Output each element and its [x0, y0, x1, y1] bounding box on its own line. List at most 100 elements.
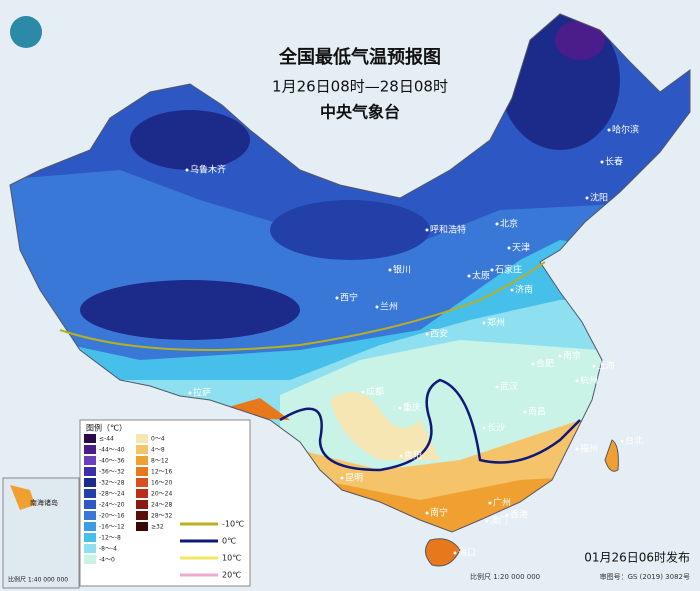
taiwan [604, 439, 619, 472]
city-label: 合肥 [536, 358, 554, 370]
legend-swatch [84, 500, 96, 509]
legend-swatch [84, 511, 96, 520]
city-dot [399, 454, 403, 458]
legend-label: 28～32 [151, 513, 172, 520]
city-dot [485, 519, 489, 523]
city-label: 太原 [472, 270, 490, 282]
city-label: 北京 [500, 218, 518, 230]
city-dot [620, 439, 624, 443]
city-dot [600, 160, 604, 164]
legend-swatch [84, 544, 96, 553]
city-dot [510, 288, 514, 292]
city-dot [505, 513, 509, 517]
legend-label: -28～-24 [99, 491, 125, 498]
legend-swatch [136, 434, 148, 443]
city-label: 西安 [430, 328, 448, 340]
legend-isoline-label: 10℃ [222, 554, 241, 563]
legend-label: ≥32 [151, 524, 164, 531]
city-dot [453, 551, 457, 555]
legend-label: 0～4 [151, 436, 165, 443]
title: 全国最低气温预报图 [278, 46, 441, 68]
city-label: 武汉 [500, 381, 518, 393]
legend-swatch [136, 511, 148, 520]
city-label: 南京 [563, 350, 581, 362]
city-label: 重庆 [403, 402, 421, 414]
city-label: 福州 [580, 443, 598, 455]
legend-swatch [84, 445, 96, 454]
city-dot [495, 385, 499, 389]
inset-scale: 比例尺 1:40 000 000 [8, 576, 68, 584]
legend-swatch [136, 489, 148, 498]
city-dot [575, 379, 579, 383]
city-label: 呼和浩特 [430, 224, 466, 236]
city-dot [340, 476, 344, 480]
city-dot [488, 501, 492, 505]
legend-isoline-label: 0℃ [222, 537, 236, 546]
city-dot [607, 128, 611, 132]
city-dot [388, 268, 392, 272]
city-dot [188, 391, 192, 395]
city-label: 杭州 [580, 375, 598, 387]
city-dot [592, 364, 596, 368]
legend-label: 24～28 [151, 502, 172, 509]
agency: 中央气象台 [320, 103, 400, 122]
inset-land [10, 485, 35, 510]
legend-swatch [84, 522, 96, 531]
legend-swatch [136, 456, 148, 465]
city-label: 郑州 [487, 317, 505, 329]
city-dot [482, 321, 486, 325]
legend-label: -12～-8 [99, 535, 121, 542]
city-dot [361, 390, 365, 394]
city-dot [425, 228, 429, 232]
legend-label: -36～-32 [99, 469, 125, 476]
city-label: 天津 [512, 243, 530, 254]
city-label: 兰州 [380, 301, 398, 313]
legend-swatch [136, 467, 148, 476]
city-label: 长沙 [487, 422, 505, 434]
legend: ≤-44 -44～-40 -40～-36 -36～-32 -32～-28 -28～-24 -… [84, 434, 244, 580]
city-label: 台北 [625, 435, 643, 447]
city-label: 成都 [366, 386, 384, 398]
city-label: 拉萨 [193, 387, 211, 399]
city-dot [482, 426, 486, 430]
legend-label: -44～-40 [99, 447, 125, 454]
city-dot [523, 410, 527, 414]
city-label: 香港 [510, 509, 528, 521]
subtitle: 1月26日08时—28日08时 [272, 78, 448, 96]
city-dot [531, 362, 535, 366]
hainan [425, 538, 461, 567]
legend-title: 图例（℃） [86, 423, 127, 433]
legend-label: ≤-44 [99, 436, 114, 443]
legend-swatch [84, 456, 96, 465]
city-label: 海口 [458, 547, 476, 559]
city-label: 上海 [597, 360, 615, 372]
city-dot [490, 268, 494, 272]
legend-label: -24～-20 [99, 502, 125, 509]
city-dot [558, 354, 562, 358]
city-label: 南宁 [430, 507, 448, 519]
city-dot [575, 447, 579, 451]
city-label: 贵阳 [404, 450, 422, 462]
legend-swatch [136, 522, 148, 531]
legend-label: -40～-36 [99, 458, 125, 465]
inset-title: 南海诸岛 [30, 498, 58, 507]
legend-label: -4～0 [99, 557, 115, 564]
legend-swatch [136, 500, 148, 509]
city-label: 沈阳 [590, 192, 608, 204]
legend-label: 8～12 [151, 458, 169, 465]
city-dot [335, 296, 339, 300]
city-label: 哈尔滨 [612, 124, 639, 136]
city-label: 西宁 [340, 292, 358, 304]
legend-swatch [84, 478, 96, 487]
issued: 01月26日06时发布 [584, 550, 690, 565]
approval: 审图号：GS (2019) 3082号 [600, 572, 690, 581]
city-label: 广州 [493, 497, 511, 509]
legend-swatch [84, 533, 96, 542]
legend-swatch [84, 434, 96, 443]
border [9, 13, 691, 533]
city-dot [375, 305, 379, 309]
legend-label: 4～8 [151, 447, 165, 454]
legend-label: -16～-12 [99, 524, 125, 531]
